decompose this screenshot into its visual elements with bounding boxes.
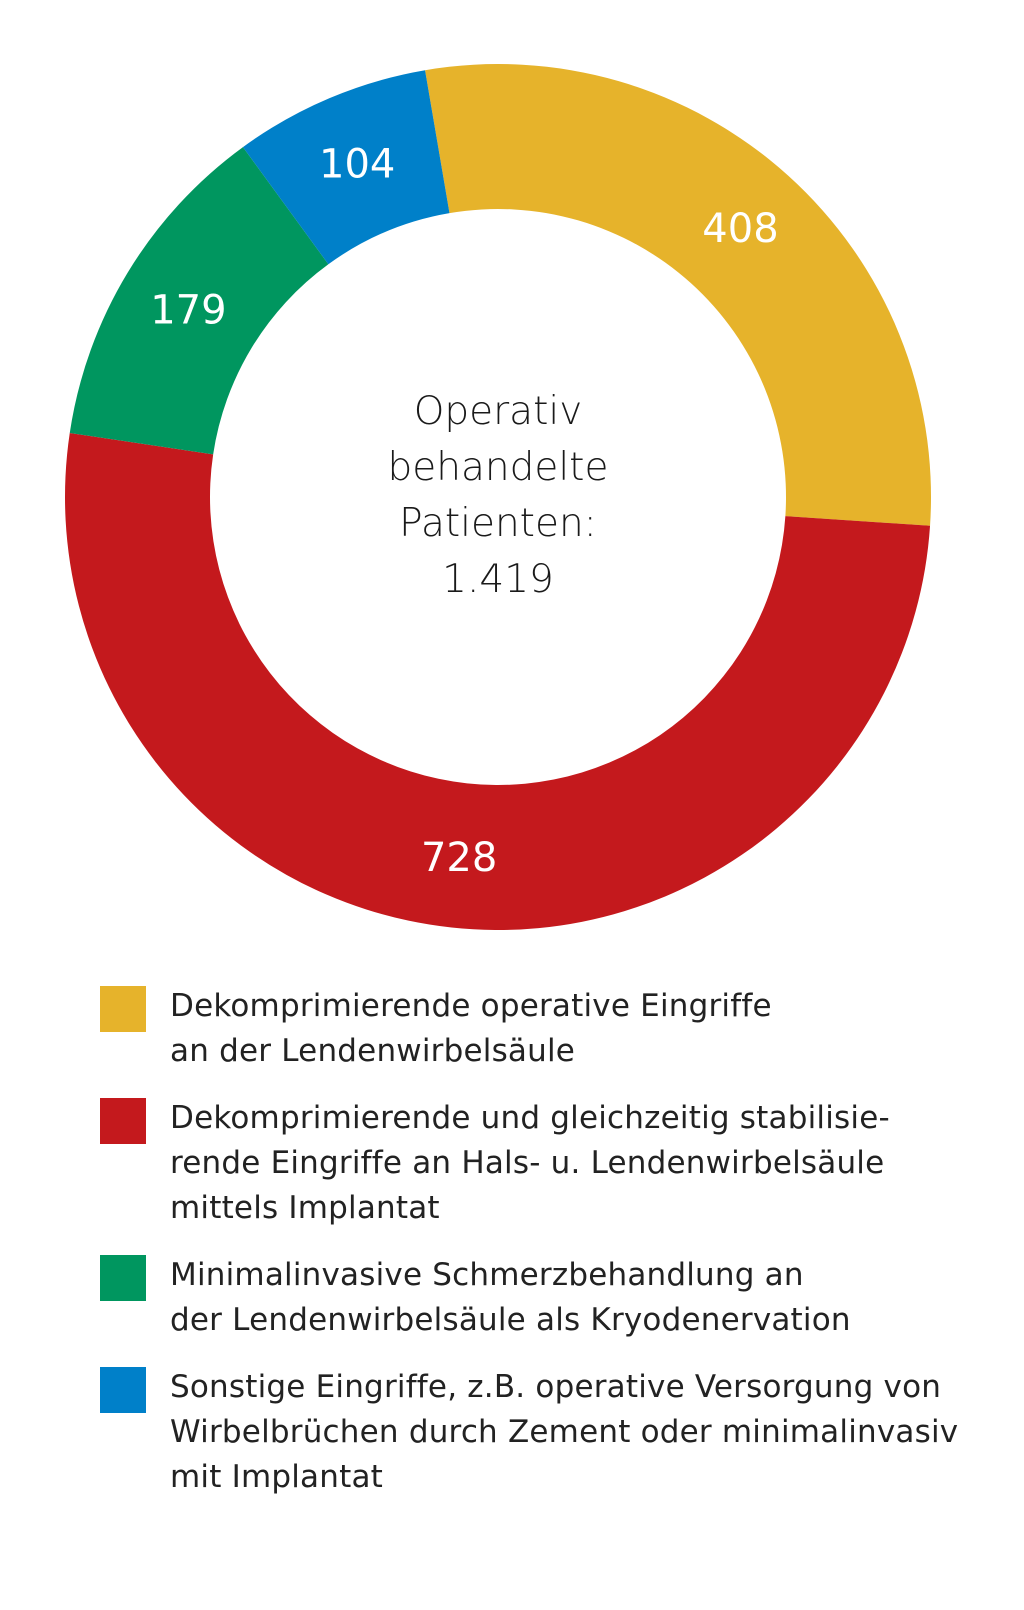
legend-item: Sonstige Eingriffe, z.B. operative Verso…: [100, 1365, 980, 1500]
donut-slice: [242, 70, 450, 265]
legend-label: Dekomprimierende und gleichzeitig stabil…: [170, 1100, 890, 1226]
legend-swatch: [100, 1367, 146, 1413]
legend-label: Sonstige Eingriffe, z.B. operative Verso…: [170, 1369, 959, 1495]
legend-label: Minimalinvasive Schmerzbehandlung an der…: [170, 1257, 851, 1338]
donut-chart: 408 728 179 104: [64, 64, 931, 931]
legend-item: Dekomprimierende und gleichzeitig stabil…: [100, 1096, 980, 1231]
legend-item: Minimalinvasive Schmerzbehandlung an der…: [100, 1253, 980, 1343]
donut-slice: [425, 64, 931, 526]
donut-slice: [69, 147, 329, 455]
legend-swatch: [100, 1098, 146, 1144]
legend-swatch: [100, 1255, 146, 1301]
center-total: 1.419: [442, 557, 554, 602]
slice-value-label: 179: [150, 287, 226, 333]
legend: Dekomprimierende operative Eingriffe an …: [100, 984, 980, 1522]
legend-swatch: [100, 986, 146, 1032]
center-label-line: behandelte: [387, 445, 609, 490]
slice-value-label: 104: [319, 142, 395, 188]
center-label-line: Operativ: [413, 389, 583, 434]
slice-value-label: 728: [421, 835, 497, 881]
legend-label: Dekomprimierende operative Eingriffe an …: [170, 988, 772, 1069]
legend-item: Dekomprimierende operative Eingriffe an …: [100, 984, 980, 1074]
slice-value-label: 408: [702, 206, 778, 252]
center-label-line: Patienten:: [399, 501, 597, 546]
center-label: Operativ behandelte Patienten: 1.419: [298, 384, 698, 608]
donut-slice: [64, 432, 931, 931]
